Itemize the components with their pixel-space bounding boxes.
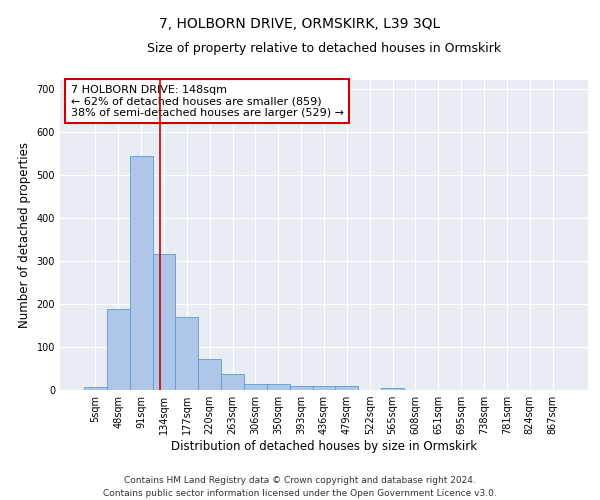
X-axis label: Distribution of detached houses by size in Ormskirk: Distribution of detached houses by size …: [171, 440, 477, 453]
Bar: [84, 386, 107, 390]
Y-axis label: Number of detached properties: Number of detached properties: [18, 142, 31, 328]
Text: 7, HOLBORN DRIVE, ORMSKIRK, L39 3QL: 7, HOLBORN DRIVE, ORMSKIRK, L39 3QL: [160, 18, 440, 32]
Bar: [130, 156, 152, 390]
Bar: [313, 386, 335, 390]
Bar: [107, 308, 130, 390]
Bar: [152, 254, 175, 390]
Bar: [198, 358, 221, 390]
Text: Contains HM Land Registry data © Crown copyright and database right 2024.
Contai: Contains HM Land Registry data © Crown c…: [103, 476, 497, 498]
Title: Size of property relative to detached houses in Ormskirk: Size of property relative to detached ho…: [147, 42, 501, 55]
Text: 7 HOLBORN DRIVE: 148sqm
← 62% of detached houses are smaller (859)
38% of semi-d: 7 HOLBORN DRIVE: 148sqm ← 62% of detache…: [71, 84, 344, 118]
Bar: [221, 374, 244, 390]
Bar: [290, 386, 313, 390]
Bar: [267, 384, 290, 390]
Bar: [381, 388, 404, 390]
Bar: [244, 384, 267, 390]
Bar: [335, 386, 358, 390]
Bar: [175, 317, 198, 390]
